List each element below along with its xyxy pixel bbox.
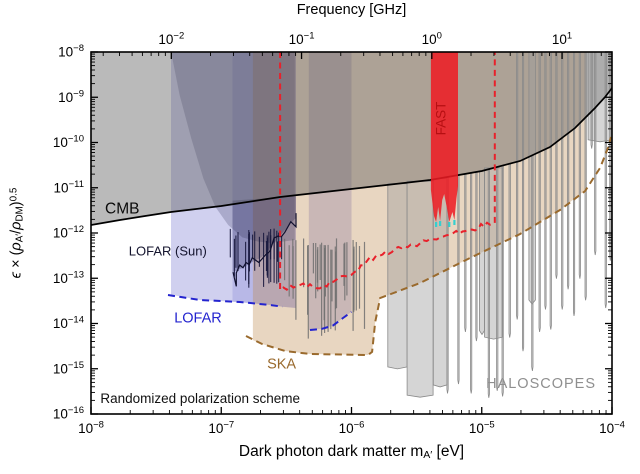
haloscope-bar [531,154,534,371]
haloscope-bar [496,166,499,391]
haloscope-bar [487,168,490,398]
haloscope-bar [573,52,576,316]
haloscope-bar [555,52,558,279]
lofar-sun-limit-line [232,213,297,287]
haloscope-bar [604,52,607,309]
region-fast-band [430,52,458,222]
haloscope-bar [516,52,519,320]
scheme-note: Randomized polarization scheme [100,391,300,406]
svg-text:10−4: 10−4 [599,420,625,437]
x-axis-title: Dark photon dark matter mA′ [eV] [238,443,465,462]
svg-text:10−1: 10−1 [289,31,315,48]
ska-projection-line [245,136,612,357]
haloscope-bar [470,172,473,394]
haloscope-bar [464,173,467,332]
haloscope-bar [528,52,536,305]
fast-projection-line [279,52,496,293]
svg-text:10−8: 10−8 [58,43,84,60]
lofar-label: LOFAR [174,311,222,327]
haloscope-bar [549,52,552,330]
top-axis-title: Frequency [GHz] [296,2,407,18]
svg-text:100: 100 [422,31,442,48]
svg-text:10−14: 10−14 [53,315,84,332]
haloscope-bar [567,52,570,290]
svg-text:10−15: 10−15 [53,360,84,377]
cmb-bound-line [91,87,612,226]
haloscope-bar [387,183,408,370]
svg-text:10−16: 10−16 [53,405,84,422]
svg-text:10−9: 10−9 [58,88,84,105]
svg-text:10−6: 10−6 [339,420,365,437]
haloscope-bar [479,170,485,336]
svg-text:10−7: 10−7 [208,420,234,437]
haloscope-bar [590,52,593,149]
haloscope-bar [406,180,434,398]
lofar-sun-label: LOFAR (Sun) [129,244,207,259]
svg-text:10−2: 10−2 [158,31,184,48]
haloscope-bar [475,171,478,342]
svg-text:10−13: 10−13 [53,269,84,286]
svg-text:10−8: 10−8 [78,420,104,437]
annotations: CMB LOFAR (Sun) LOFAR SKA FAST HALOSCOPES Rand… [100,102,596,407]
svg-text:10−12: 10−12 [53,224,84,241]
haloscope-bar [578,52,581,279]
cmb-label: CMB [105,200,139,217]
svg-text:101: 101 [552,31,572,48]
haloscope-bar [484,167,504,340]
svg-text:10−11: 10−11 [54,179,84,196]
haloscope-bar [544,52,547,310]
lofar-hba-projection-line [309,311,353,331]
haloscope-bar [457,174,460,385]
lofar-projection-line [167,294,283,308]
ska-label: SKA [267,357,296,373]
haloscope-bar [522,52,525,352]
region-lofar-sun-upper [171,52,295,243]
noise-radio-noise [284,238,366,339]
region-cmb [91,52,612,225]
haloscopes-label: HALOSCOPES [486,376,596,392]
region-lofar-lba-band [171,52,296,308]
noise-solar-radio-noise [229,228,283,288]
y-axis-title: ϵ × (ρA′/ρDM)0.5 [8,187,26,279]
haloscope-bar [584,52,587,301]
fast-label: FAST [434,102,449,136]
haloscope-bar [501,165,504,397]
haloscope-bar [538,52,541,332]
plot-area [91,52,612,398]
haloscope-limits [387,52,612,398]
svg-text:10−5: 10−5 [469,420,495,437]
svg-text:10−10: 10−10 [53,134,84,151]
haloscope-bar [508,163,511,338]
haloscope-bar [594,52,597,256]
haloscope-bar [561,52,564,310]
